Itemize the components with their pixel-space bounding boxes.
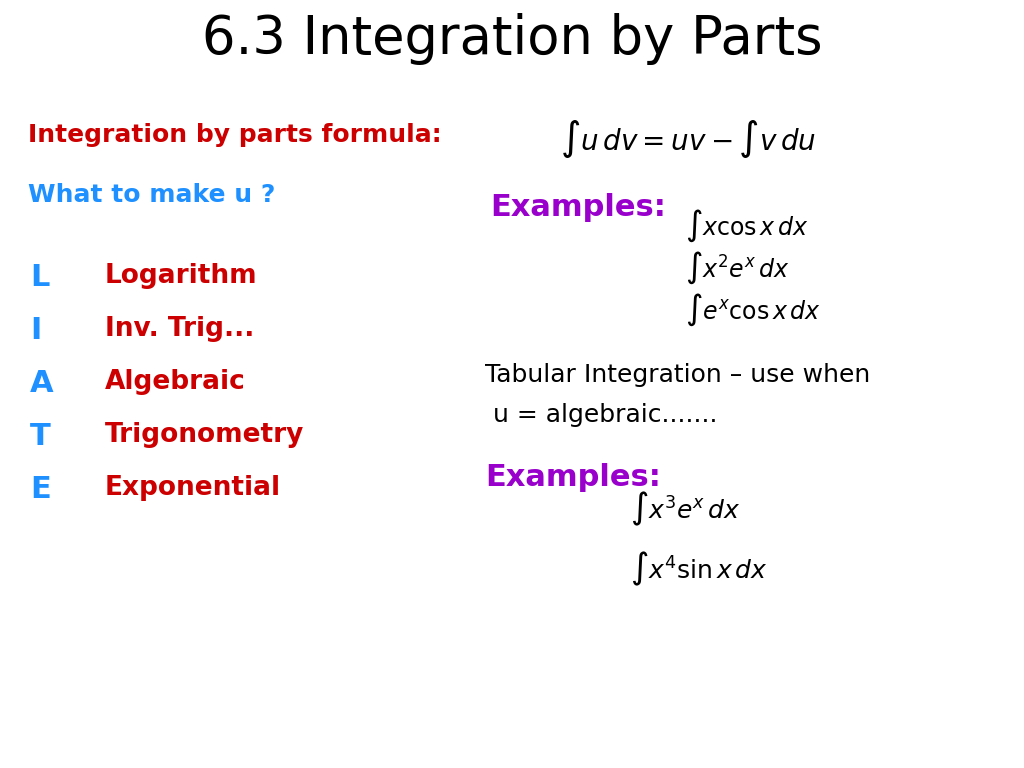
Text: L: L <box>30 263 49 292</box>
Text: I: I <box>30 316 41 345</box>
Text: Examples:: Examples: <box>485 463 660 492</box>
Text: Integration by parts formula:: Integration by parts formula: <box>28 123 441 147</box>
Text: Tabular Integration – use when: Tabular Integration – use when <box>485 363 870 387</box>
Text: Exponential: Exponential <box>105 475 282 501</box>
Text: $\int x^2 e^x\,dx$: $\int x^2 e^x\,dx$ <box>685 250 790 286</box>
Text: T: T <box>30 422 51 451</box>
Text: Examples:: Examples: <box>490 193 666 222</box>
Text: Inv. Trig...: Inv. Trig... <box>105 316 254 342</box>
Text: What to make u ?: What to make u ? <box>28 183 275 207</box>
Text: E: E <box>30 475 51 504</box>
Text: Logarithm: Logarithm <box>105 263 258 289</box>
Text: Algebraic: Algebraic <box>105 369 246 395</box>
Text: Trigonometry: Trigonometry <box>105 422 304 448</box>
Text: A: A <box>30 369 53 398</box>
Text: $\int x\cos x\,dx$: $\int x\cos x\,dx$ <box>685 208 809 244</box>
Text: $\int e^x \cos x\,dx$: $\int e^x \cos x\,dx$ <box>685 292 821 329</box>
Text: $\int u\, dv = uv - \int v\, du$: $\int u\, dv = uv - \int v\, du$ <box>560 118 816 160</box>
Text: u = algebraic.......: u = algebraic....... <box>485 403 718 427</box>
Text: $\int x^3 e^x\,dx$: $\int x^3 e^x\,dx$ <box>630 490 740 528</box>
Text: 6.3 Integration by Parts: 6.3 Integration by Parts <box>202 13 822 65</box>
Text: $\int x^4 \sin x\,dx$: $\int x^4 \sin x\,dx$ <box>630 550 768 588</box>
